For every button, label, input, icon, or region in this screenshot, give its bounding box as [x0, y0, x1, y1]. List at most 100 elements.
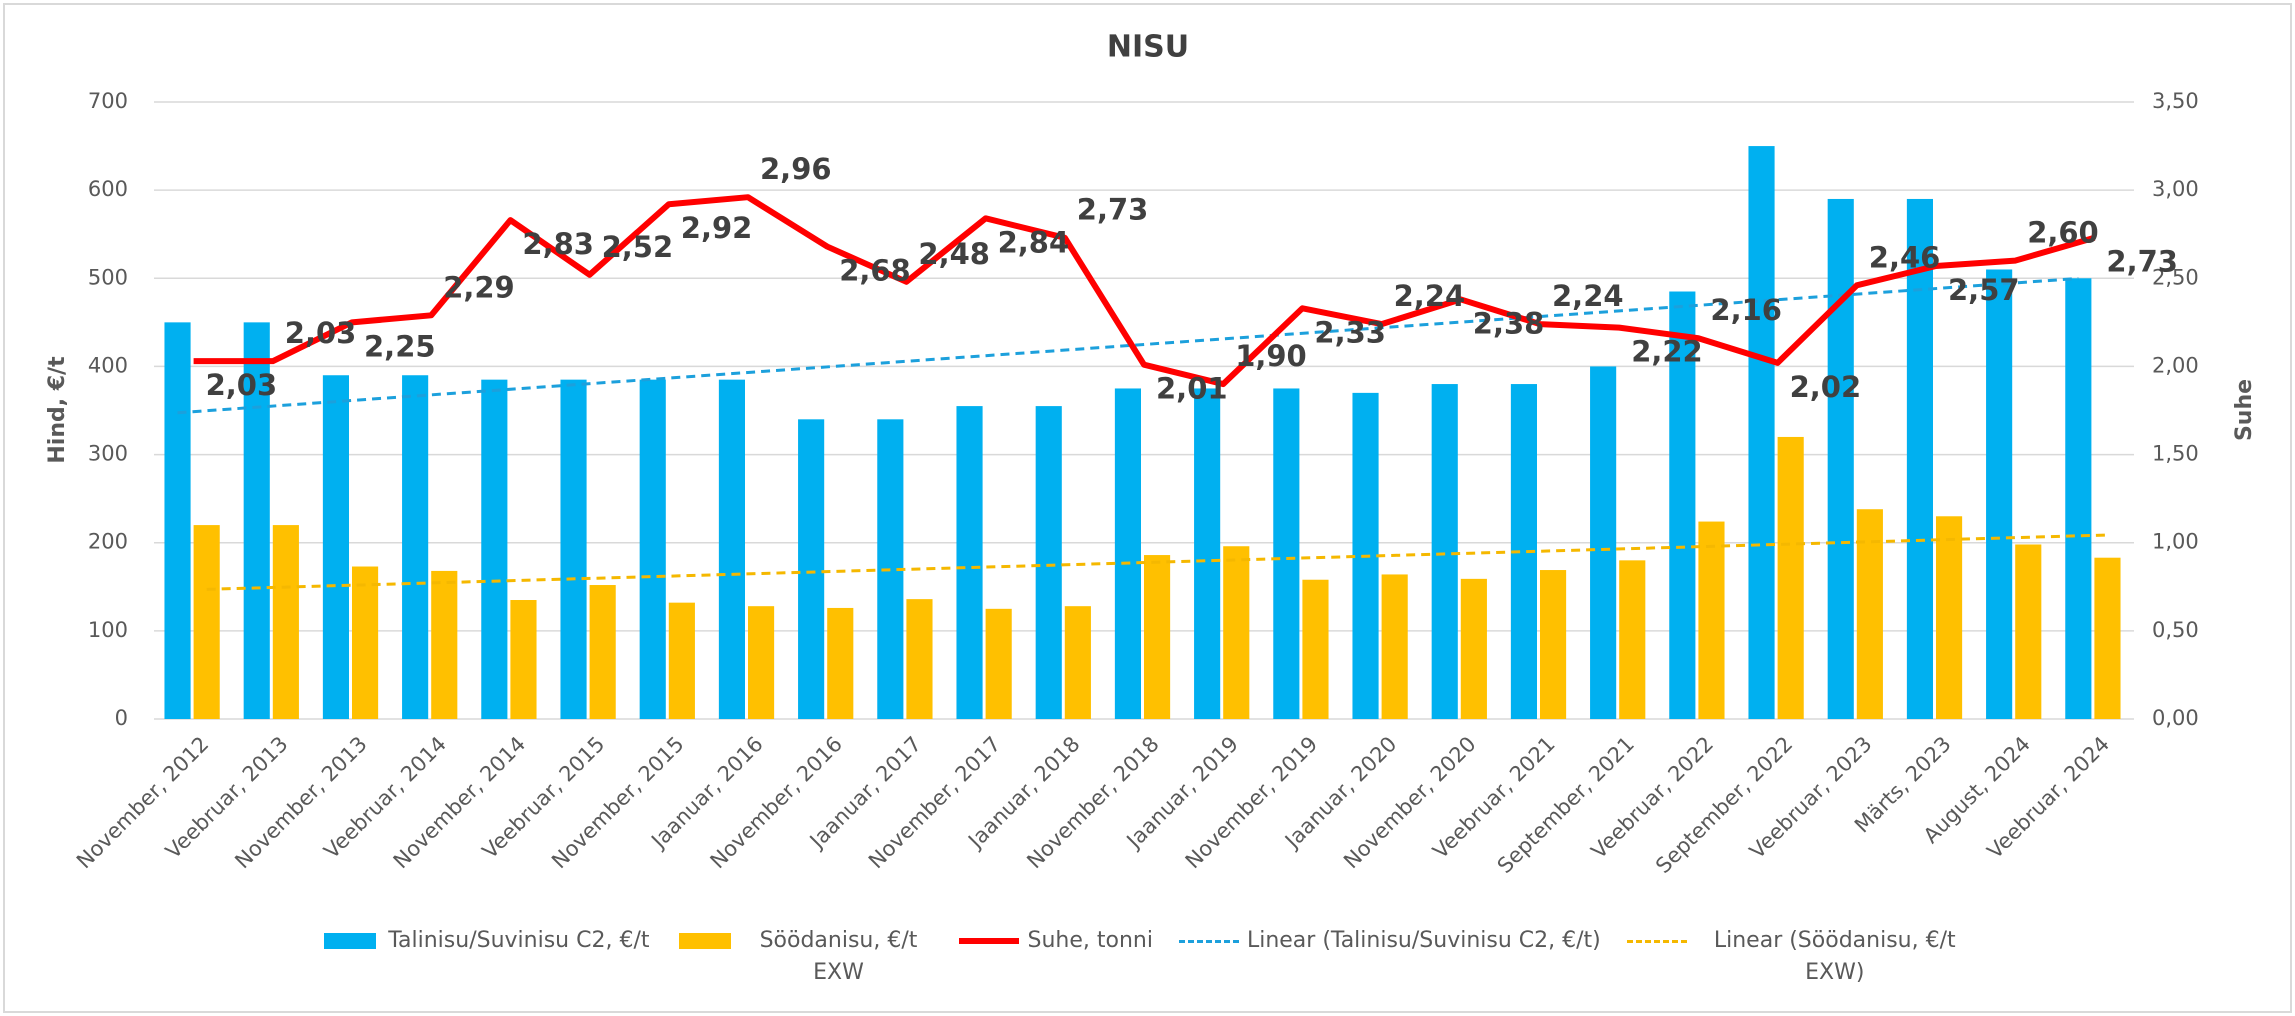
bar — [2065, 278, 2092, 719]
bar — [1223, 546, 1250, 719]
bar — [352, 566, 379, 719]
data-label: 2,38 — [1473, 306, 1545, 340]
y2-tick-label: 1,50 — [2152, 442, 2199, 466]
bar — [639, 379, 666, 719]
bar — [402, 375, 429, 719]
bar — [164, 322, 191, 719]
bar — [1540, 570, 1567, 719]
data-label: 2,48 — [918, 237, 990, 271]
bar — [718, 379, 745, 719]
legend-swatch — [675, 925, 735, 957]
legend-swatch — [1178, 925, 1239, 957]
legend-item: Söödanisu, €/t EXW — [675, 925, 933, 989]
data-label: 2,57 — [1948, 273, 2020, 307]
bar — [1381, 574, 1408, 719]
data-label: 2,83 — [522, 227, 594, 261]
legend-swatch — [1626, 925, 1687, 957]
legend-label: Suhe, tonni — [1027, 928, 1153, 953]
data-label: 2,29 — [443, 270, 515, 304]
bar — [1064, 606, 1091, 719]
y2-tick-label: 2,00 — [2152, 353, 2199, 377]
bar — [1827, 198, 1854, 719]
legend-item: Linear (Söödanisu, €/t EXW) — [1626, 925, 1975, 989]
y-tick-label: 600 — [88, 177, 128, 201]
y2-tick-label: 0,50 — [2152, 618, 2199, 642]
data-label: 2,52 — [602, 230, 674, 264]
bar — [1698, 521, 1725, 719]
data-label: 2,46 — [1869, 240, 1941, 274]
data-label: 2,24 — [1394, 279, 1466, 313]
y2-tick-label: 0,00 — [2152, 706, 2199, 730]
bar — [1619, 560, 1646, 719]
bar — [1194, 388, 1221, 719]
bar — [1302, 579, 1329, 719]
y-tick-label: 400 — [88, 353, 128, 377]
data-label: 2,03 — [206, 368, 278, 402]
data-label: 2,24 — [1552, 279, 1624, 313]
legend-swatch — [959, 925, 1020, 957]
bar — [906, 599, 933, 719]
chart-title: NISU — [1107, 30, 1189, 65]
legend-label: Söödanisu, €/t EXW — [759, 928, 918, 985]
bar — [1114, 388, 1141, 719]
bar — [243, 322, 270, 719]
bar — [2015, 544, 2042, 719]
bar — [1669, 291, 1696, 719]
bar — [510, 600, 537, 719]
legend-label: Linear (Söödanisu, €/t EXW) — [1713, 928, 1956, 985]
data-label: 2,73 — [2106, 245, 2178, 279]
data-label: 2,03 — [285, 316, 357, 350]
bar — [1590, 366, 1617, 719]
data-label: 2,60 — [2027, 216, 2099, 250]
legend-swatch — [320, 925, 380, 957]
y-tick-label: 200 — [88, 530, 128, 554]
bar — [1748, 146, 1775, 720]
data-label: 2,92 — [681, 211, 753, 245]
bar — [956, 406, 983, 719]
legend-item: Talinisu/Suvinisu C2, €/t — [320, 925, 649, 989]
bar — [985, 608, 1012, 719]
legend-label: Talinisu/Suvinisu C2, €/t — [388, 928, 650, 953]
data-label: 2,25 — [364, 329, 436, 363]
trend-line — [206, 533, 2108, 591]
data-label: 2,02 — [1790, 370, 1862, 404]
bar — [748, 606, 775, 719]
y2-tick-label: 3,50 — [2152, 89, 2199, 113]
y-tick-label: 100 — [88, 618, 128, 642]
y-tick-label: 300 — [88, 442, 128, 466]
y2-tick-label: 3,00 — [2152, 177, 2199, 201]
legend-label: Linear (Talinisu/Suvinisu C2, €/t) — [1246, 928, 1601, 953]
data-label: 2,73 — [1077, 193, 1149, 227]
data-label: 2,68 — [839, 254, 911, 288]
bar — [2094, 557, 2121, 719]
data-label: 2,16 — [1710, 293, 1782, 327]
bar — [1986, 269, 2013, 719]
bar — [1035, 406, 1062, 719]
bar — [322, 375, 349, 719]
y-tick-label: 700 — [88, 89, 128, 113]
bar — [1906, 198, 1933, 719]
bar — [1144, 555, 1171, 719]
bar — [1777, 436, 1804, 719]
y-tick-label: 0 — [115, 706, 128, 730]
y-tick-label: 500 — [88, 265, 128, 289]
legend-item: Suhe, tonni — [959, 925, 1153, 989]
legend-item: Linear (Talinisu/Suvinisu C2, €/t) — [1178, 925, 1601, 989]
bar — [668, 602, 695, 719]
bar — [1856, 509, 1883, 719]
bar — [272, 525, 299, 719]
bar — [1460, 578, 1487, 719]
bar — [193, 525, 220, 719]
bar — [1273, 388, 1300, 719]
bar — [560, 379, 587, 719]
data-label: 2,22 — [1631, 335, 1703, 369]
bar — [1431, 384, 1458, 719]
bar — [827, 607, 854, 719]
bar — [481, 379, 508, 719]
y2-tick-label: 1,00 — [2152, 530, 2199, 554]
data-label: 2,84 — [998, 225, 1070, 259]
line — [193, 194, 2096, 388]
data-label: 2,96 — [760, 152, 832, 186]
